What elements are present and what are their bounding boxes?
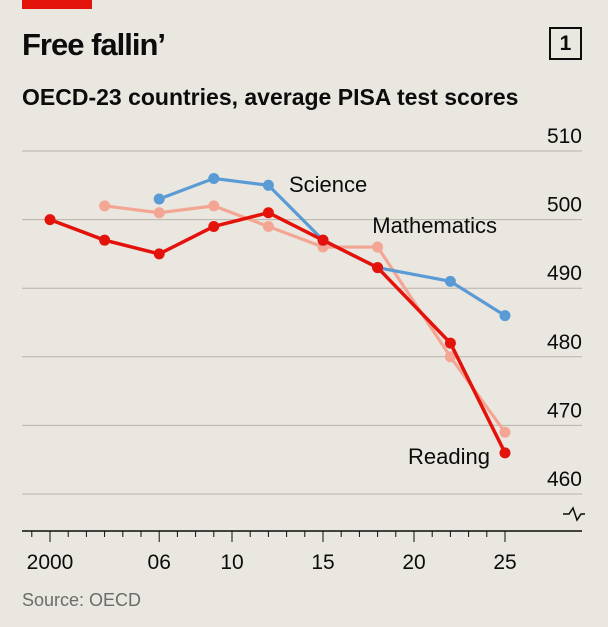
series-label-reading: Reading	[408, 444, 490, 469]
line-chart: 460 470 480 490 500 510 2000 06 10 15 20 25 Mathem…	[22, 125, 585, 574]
data-point-reading	[262, 207, 274, 219]
data-point-mathematics	[262, 220, 274, 232]
data-point-reading	[208, 220, 220, 232]
data-point-science	[444, 275, 456, 287]
data-point-mathematics	[444, 351, 456, 363]
x-tick-label: 2000	[27, 551, 74, 574]
data-point-reading	[99, 234, 111, 246]
x-tick-label: 10	[220, 551, 243, 574]
series-line-reading	[48, 210, 507, 455]
source-note: Source: OECD	[22, 590, 142, 610]
data-point-science	[153, 193, 165, 205]
y-tick-label: 500	[547, 194, 582, 217]
x-tick-label: 25	[493, 551, 516, 574]
data-point-reading	[153, 248, 165, 260]
data-point-reading	[317, 234, 329, 246]
data-point-reading	[44, 214, 56, 226]
series-reading	[44, 207, 511, 459]
y-tick-label: 460	[547, 468, 582, 491]
series-label-mathematics: Mathematics	[372, 213, 497, 238]
data-point-mathematics	[99, 200, 111, 212]
series-lines	[44, 172, 511, 459]
y-tick-label: 510	[547, 125, 582, 148]
chart-number-badge: 1	[549, 27, 582, 60]
series-line-mathematics	[102, 204, 507, 434]
x-axis: 2000 06 10 15 20 25	[22, 530, 582, 574]
data-point-science	[208, 172, 220, 184]
chart-subtitle: OECD-23 countries, average PISA test sco…	[22, 84, 519, 110]
x-tick-label: 20	[402, 551, 425, 574]
data-point-science	[262, 179, 274, 191]
x-tick-label: 15	[311, 551, 334, 574]
data-point-mathematics	[372, 241, 384, 253]
data-point-science	[499, 310, 511, 322]
data-point-mathematics	[153, 207, 165, 219]
data-point-mathematics	[208, 200, 220, 212]
y-tick-label: 490	[547, 262, 582, 285]
data-point-reading	[444, 337, 456, 349]
brand-red-tag	[22, 0, 92, 9]
data-point-mathematics	[499, 426, 511, 438]
y-tick-label: 470	[547, 399, 582, 422]
series-label-science: Science	[289, 172, 367, 197]
axis-break-icon	[563, 506, 585, 522]
y-tick-label: 480	[547, 331, 582, 354]
x-tick-label: 06	[148, 551, 171, 574]
y-axis-tick-labels: 460 470 480 490 500 510	[547, 125, 585, 522]
data-point-reading	[499, 447, 511, 459]
data-point-reading	[372, 262, 384, 274]
chart-title: Free fallin’	[22, 27, 166, 62]
